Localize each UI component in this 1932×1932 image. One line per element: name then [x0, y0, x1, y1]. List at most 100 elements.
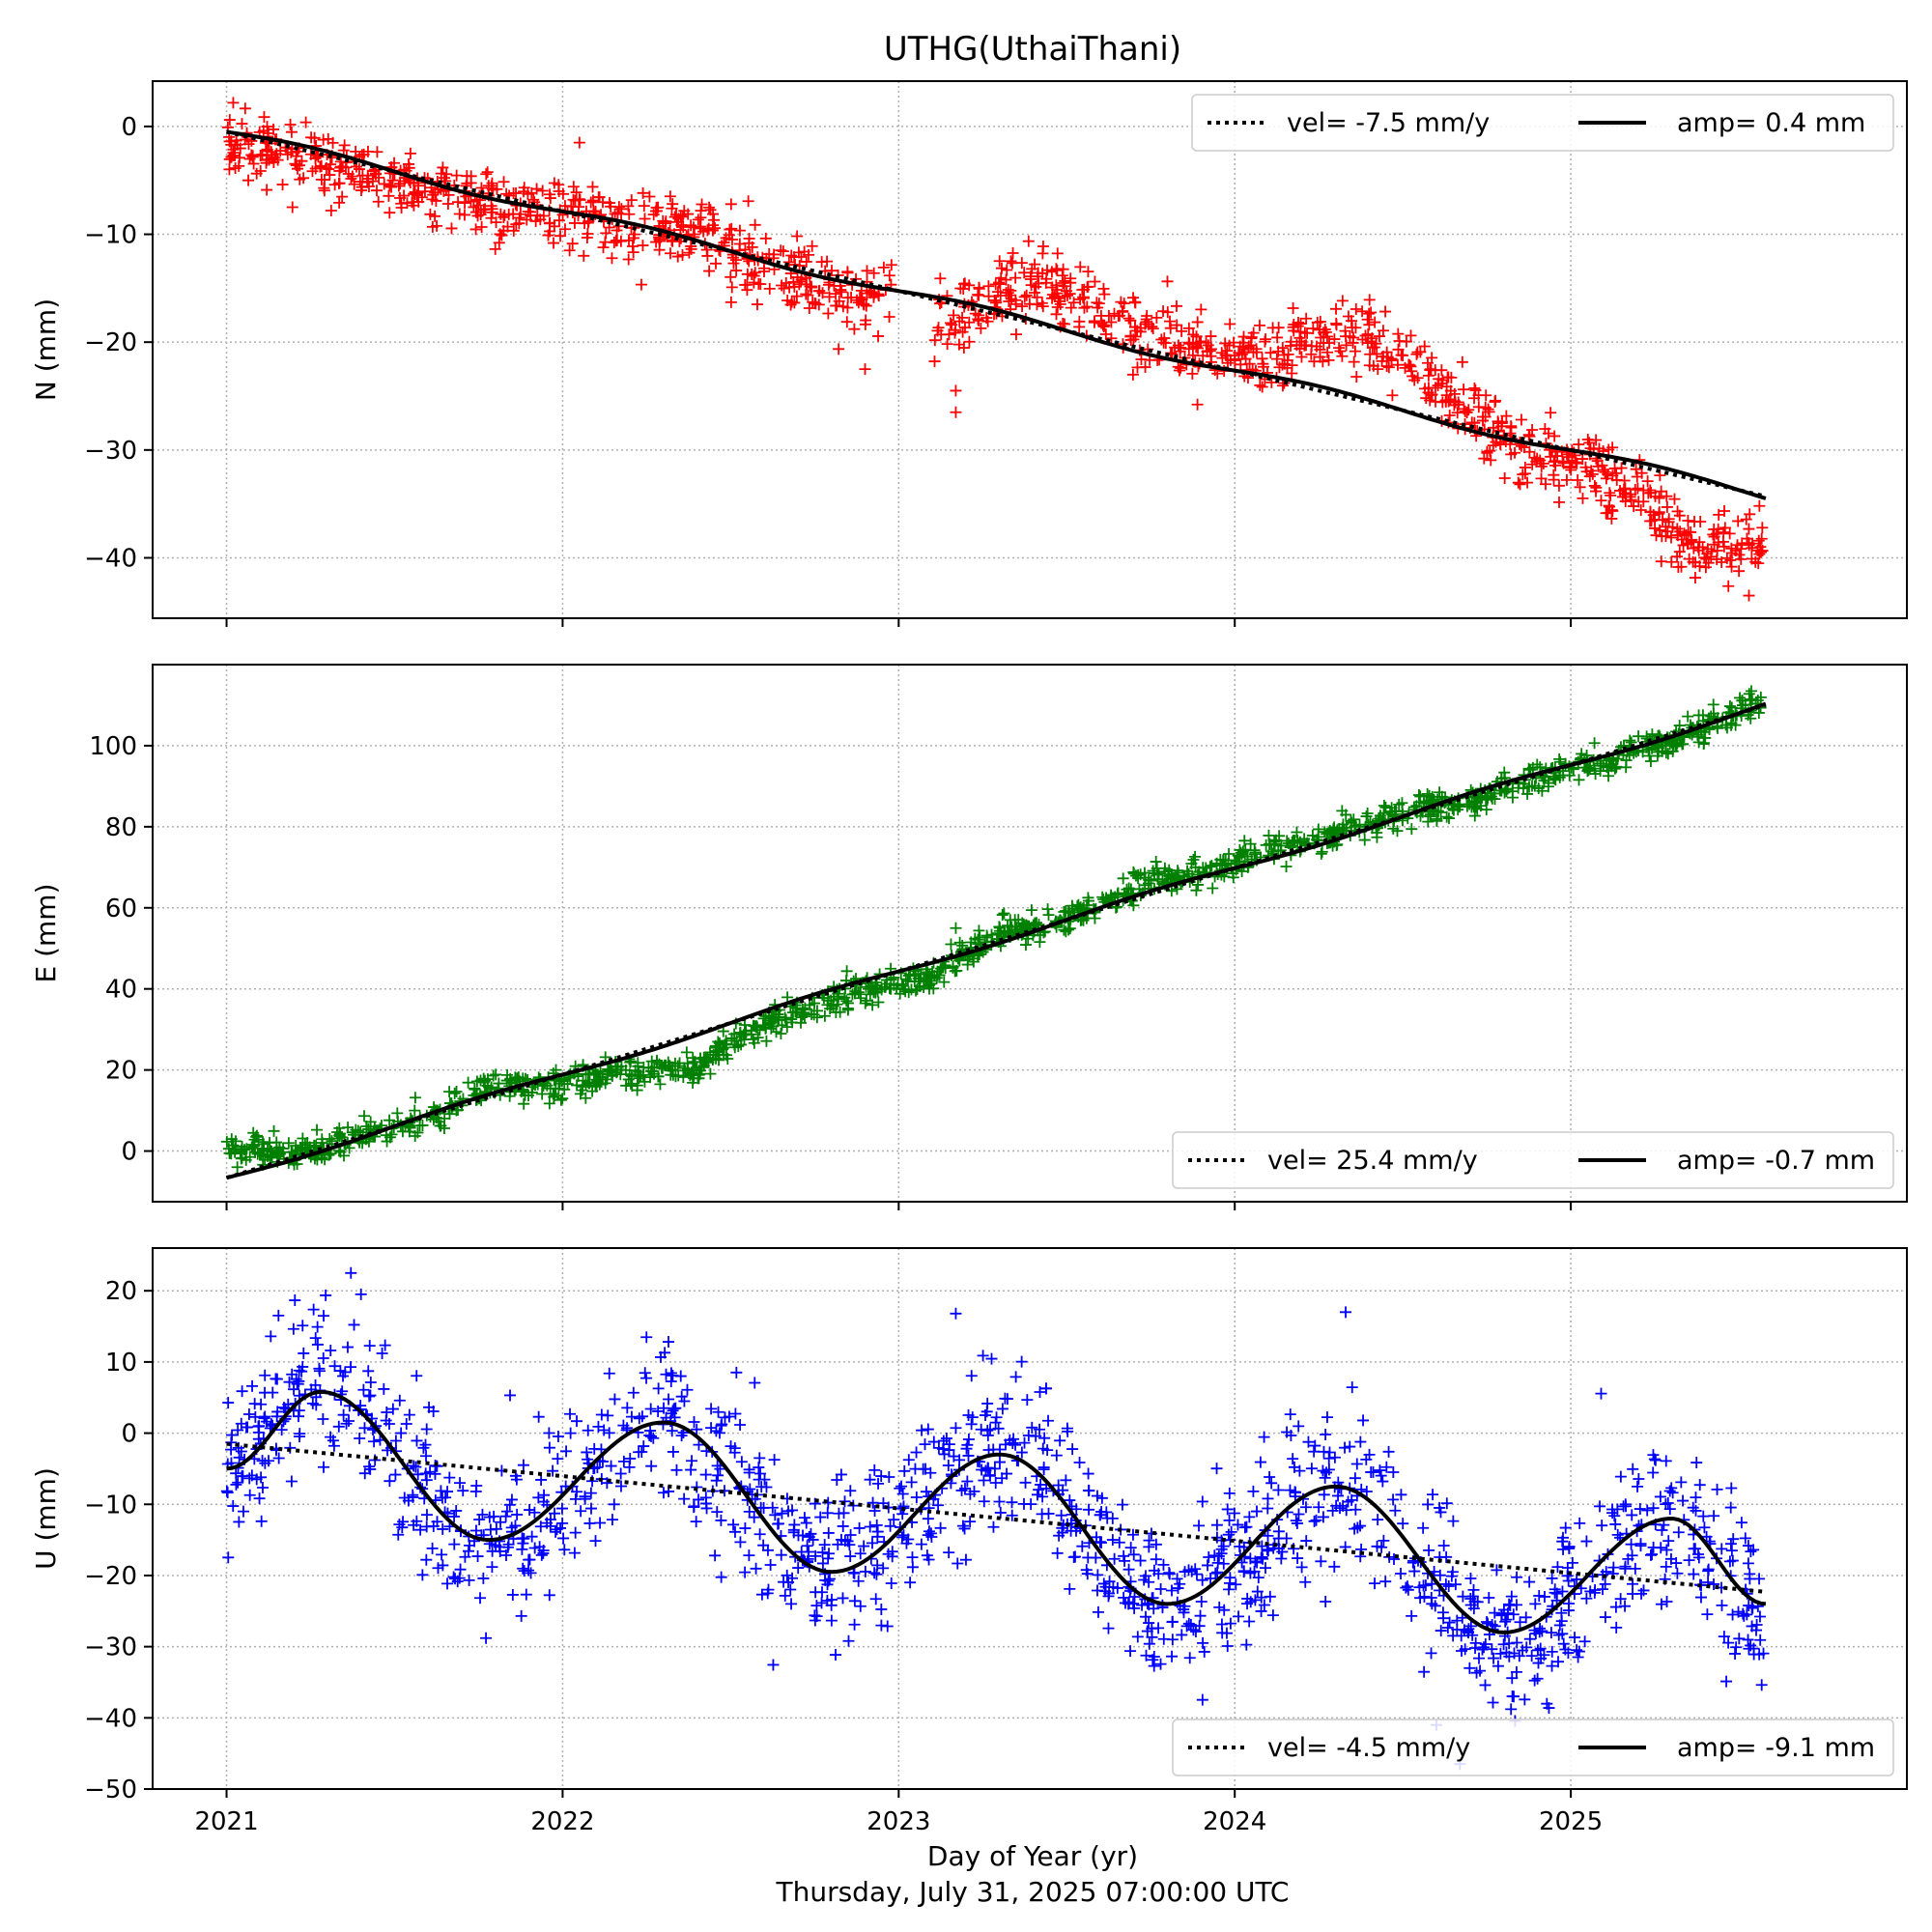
observation-marker — [868, 1505, 881, 1518]
observation-marker — [1064, 1494, 1076, 1507]
observation-marker — [584, 1487, 597, 1499]
observation-marker — [715, 1514, 727, 1526]
observation-marker — [549, 1507, 561, 1520]
observation-marker — [699, 1468, 712, 1481]
observation-marker — [1201, 345, 1213, 357]
observation-marker — [1741, 532, 1753, 545]
observation-marker — [1548, 430, 1561, 442]
observation-marker — [1754, 541, 1767, 554]
observation-marker — [1221, 345, 1234, 357]
observation-marker — [734, 1418, 747, 1431]
observation-marker — [1094, 1509, 1106, 1521]
observation-marker — [1424, 363, 1436, 376]
observation-marker — [1172, 867, 1184, 879]
observation-marker — [1382, 1445, 1395, 1458]
observation-marker — [1743, 1600, 1755, 1612]
observation-marker — [566, 238, 579, 250]
observation-marker — [1566, 1556, 1578, 1569]
observation-marker — [285, 1475, 298, 1488]
observation-marker — [419, 1438, 432, 1451]
observation-marker — [603, 1367, 615, 1379]
observation-marker — [1577, 492, 1589, 504]
observation-marker — [1604, 500, 1616, 513]
observation-marker — [925, 1531, 938, 1544]
observation-marker — [1262, 1545, 1274, 1557]
x-tick-label: 2021 — [194, 1807, 258, 1836]
observation-marker — [686, 1455, 698, 1467]
observation-marker — [1614, 1470, 1627, 1483]
observation-marker — [1451, 1623, 1463, 1635]
observation-marker — [936, 961, 949, 974]
observation-marker — [1217, 1540, 1230, 1552]
observation-marker — [1557, 457, 1570, 469]
observation-marker — [1408, 374, 1421, 386]
observation-marker — [1488, 1652, 1500, 1664]
observation-marker — [625, 1410, 638, 1423]
observation-marker — [1037, 240, 1049, 252]
outlier-marker — [355, 1288, 367, 1300]
observation-marker — [1244, 838, 1257, 850]
observation-marker — [906, 1561, 919, 1574]
observation-marker — [1105, 316, 1118, 328]
observation-marker — [1326, 1504, 1339, 1517]
observation-marker — [815, 1597, 828, 1609]
observation-marker — [1510, 1665, 1522, 1678]
observation-marker — [1234, 851, 1246, 864]
observation-marker — [392, 1528, 405, 1541]
observation-marker — [1557, 769, 1570, 781]
observation-marker — [636, 1410, 648, 1423]
observation-marker — [222, 1397, 235, 1409]
observation-marker — [1457, 1590, 1469, 1603]
observation-marker — [574, 1088, 586, 1100]
observation-marker — [993, 1495, 1006, 1508]
observation-marker — [1645, 515, 1658, 527]
observation-marker — [311, 1338, 324, 1350]
observation-marker — [1262, 1502, 1274, 1515]
observation-marker — [934, 1521, 947, 1534]
observation-marker — [1350, 371, 1363, 384]
observation-marker — [1358, 834, 1371, 846]
observation-marker — [1752, 557, 1765, 570]
observation-marker — [394, 178, 407, 190]
observation-marker — [1349, 345, 1361, 357]
observation-marker — [1280, 860, 1293, 872]
observation-marker — [408, 1460, 420, 1472]
observation-marker — [518, 182, 530, 194]
observation-marker — [861, 265, 873, 277]
y-tick-label: −30 — [84, 437, 137, 466]
observation-marker — [636, 1446, 648, 1459]
observation-marker — [1673, 546, 1686, 558]
observation-marker — [285, 126, 298, 138]
observation-marker — [1562, 1575, 1575, 1587]
observation-marker — [536, 1088, 549, 1100]
observation-marker — [644, 1425, 657, 1437]
observation-marker — [1024, 270, 1037, 283]
observation-marker — [465, 195, 477, 208]
observation-marker — [1626, 1509, 1638, 1521]
observation-marker — [1001, 1467, 1013, 1480]
observation-marker — [1596, 1520, 1608, 1532]
observation-marker — [871, 1525, 884, 1538]
observation-marker — [1031, 1489, 1043, 1501]
observation-marker — [883, 310, 895, 323]
observation-marker — [1206, 860, 1218, 872]
observation-marker — [486, 182, 498, 194]
observation-marker — [708, 213, 721, 226]
observation-marker — [1092, 1605, 1104, 1618]
observation-marker — [1363, 294, 1376, 306]
observation-marker — [386, 1403, 399, 1415]
observation-marker — [297, 1142, 309, 1154]
observation-marker — [1189, 1563, 1202, 1576]
observation-marker — [1657, 514, 1669, 526]
observation-marker — [414, 1523, 427, 1536]
observation-marker — [1551, 1656, 1564, 1668]
y-tick-label: 0 — [121, 113, 137, 142]
observation-marker — [1140, 1649, 1152, 1662]
observation-marker — [1499, 1615, 1512, 1628]
observation-marker — [1191, 398, 1204, 411]
observation-marker — [1238, 835, 1251, 847]
observation-marker — [1572, 474, 1584, 487]
observation-marker — [1051, 1547, 1064, 1559]
observation-marker — [1447, 1515, 1460, 1527]
observation-marker — [1514, 1616, 1526, 1629]
